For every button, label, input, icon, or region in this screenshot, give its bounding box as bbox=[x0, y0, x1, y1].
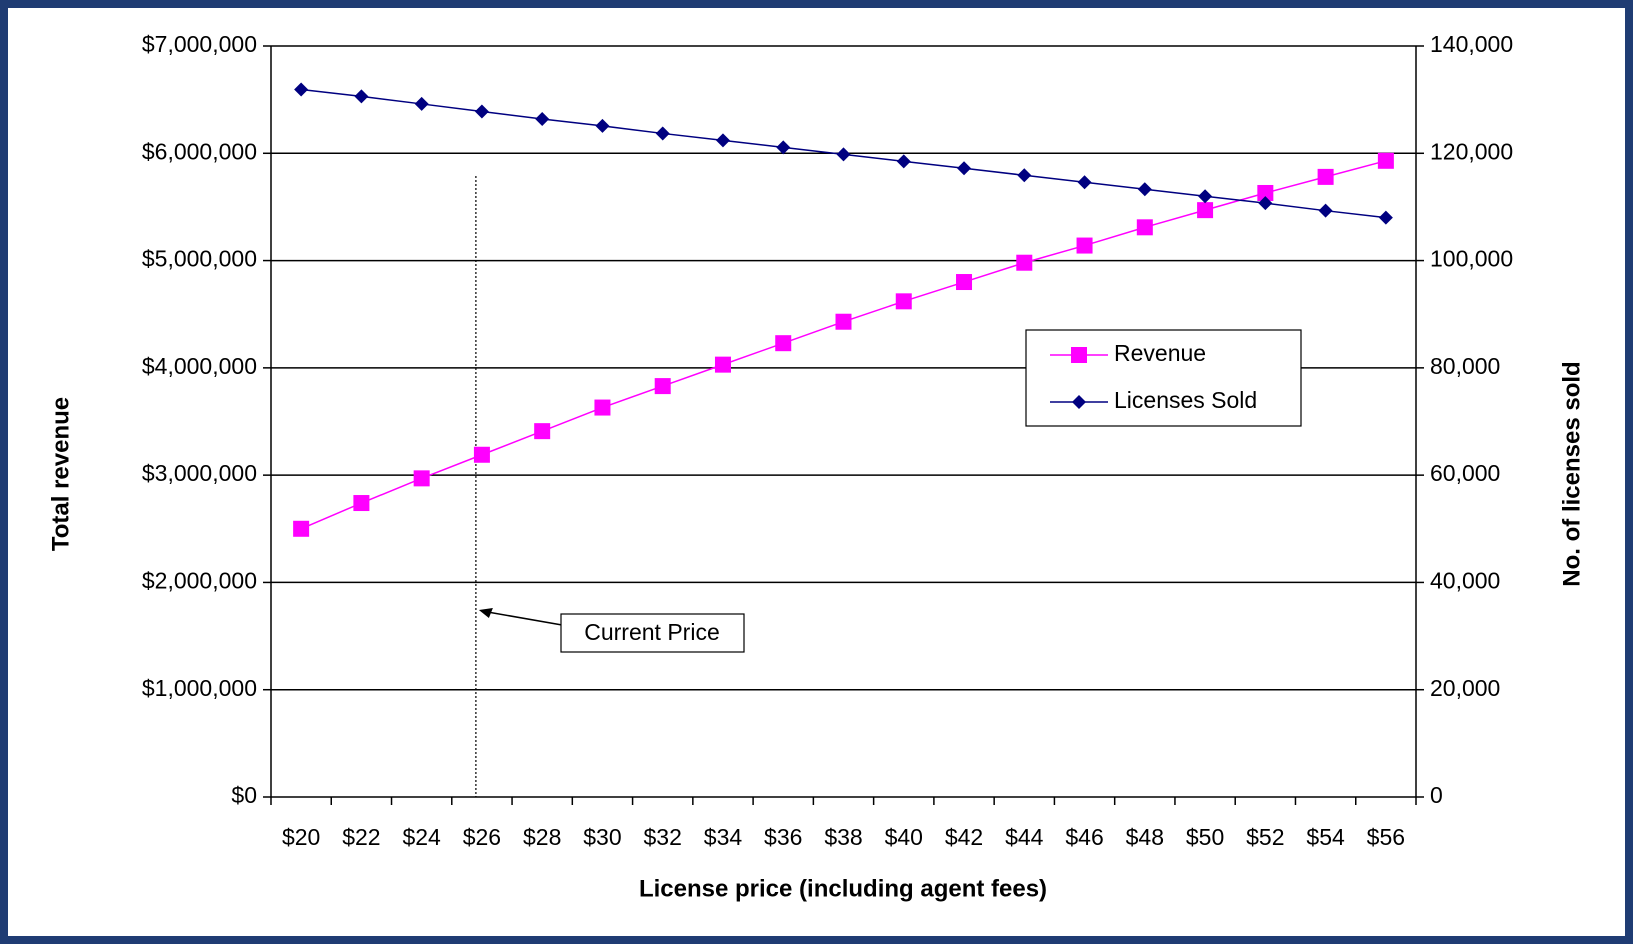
x-tick-label: $54 bbox=[1306, 824, 1345, 850]
point bbox=[294, 82, 309, 97]
annotation-arrow bbox=[481, 610, 563, 626]
point bbox=[474, 104, 489, 119]
y2-tick-label: 0 bbox=[1430, 782, 1443, 808]
y2-tick-label: 140,000 bbox=[1430, 31, 1513, 57]
point bbox=[654, 378, 671, 395]
y-tick-label: $5,000,000 bbox=[142, 246, 257, 272]
point bbox=[1197, 202, 1214, 219]
point bbox=[957, 161, 972, 176]
point bbox=[595, 118, 610, 133]
point bbox=[1136, 219, 1153, 236]
x-tick-label: $42 bbox=[945, 824, 983, 850]
x-tick-label: $44 bbox=[1005, 824, 1044, 850]
x-tick-label: $30 bbox=[583, 824, 621, 850]
y-axis-title: Total revenue bbox=[47, 397, 74, 551]
y-tick-label: $6,000,000 bbox=[142, 138, 257, 164]
y-tick-label: $3,000,000 bbox=[142, 460, 257, 486]
point bbox=[655, 126, 670, 141]
legend-label: Licenses Sold bbox=[1114, 387, 1257, 413]
point bbox=[895, 293, 912, 310]
point bbox=[413, 470, 430, 487]
y-tick-label: $7,000,000 bbox=[142, 31, 257, 57]
x-tick-label: $28 bbox=[523, 824, 561, 850]
y-tick-label: $0 bbox=[231, 782, 257, 808]
point bbox=[775, 335, 792, 352]
point bbox=[1257, 184, 1274, 201]
point bbox=[835, 313, 852, 330]
point bbox=[534, 423, 551, 440]
point bbox=[354, 89, 369, 104]
y2-tick-label: 120,000 bbox=[1430, 138, 1513, 164]
point bbox=[1072, 395, 1086, 409]
y2-tick-label: 80,000 bbox=[1430, 353, 1500, 379]
y2-tick-label: 100,000 bbox=[1430, 246, 1513, 272]
x-tick-label: $38 bbox=[824, 824, 862, 850]
legend-label: Revenue bbox=[1114, 340, 1206, 366]
x-tick-label: $26 bbox=[463, 824, 501, 850]
x-axis-title: License price (including agent fees) bbox=[639, 875, 1047, 902]
x-tick-label: $36 bbox=[764, 824, 802, 850]
x-tick-label: $20 bbox=[282, 824, 320, 850]
y2-tick-label: 20,000 bbox=[1430, 675, 1500, 701]
point bbox=[293, 520, 310, 537]
arrow-head bbox=[478, 608, 493, 618]
legend bbox=[1025, 329, 1302, 427]
chart-area bbox=[8, 8, 1625, 936]
x-tick-label: $52 bbox=[1246, 824, 1284, 850]
point bbox=[1016, 254, 1033, 271]
point bbox=[1077, 175, 1092, 190]
point bbox=[776, 140, 791, 155]
x-tick-label: $48 bbox=[1126, 824, 1164, 850]
point bbox=[353, 495, 370, 512]
point bbox=[1258, 196, 1273, 211]
x-tick-label: $32 bbox=[644, 824, 682, 850]
y2-tick-label: 40,000 bbox=[1430, 568, 1500, 594]
point bbox=[1137, 182, 1152, 197]
x-tick-label: $22 bbox=[342, 824, 380, 850]
point bbox=[1377, 152, 1394, 169]
point bbox=[896, 154, 911, 169]
y-tick-label: $2,000,000 bbox=[142, 568, 257, 594]
point bbox=[594, 399, 611, 416]
x-tick-label: $34 bbox=[704, 824, 743, 850]
y-tick-label: $4,000,000 bbox=[142, 353, 257, 379]
point bbox=[956, 274, 973, 291]
y2-axis-title: No. of licenses sold bbox=[1558, 361, 1585, 586]
point bbox=[414, 96, 429, 111]
point bbox=[1378, 210, 1393, 225]
point bbox=[715, 133, 730, 148]
point bbox=[1317, 168, 1334, 185]
x-tick-label: $46 bbox=[1065, 824, 1103, 850]
x-tick-label: $56 bbox=[1367, 824, 1405, 850]
point bbox=[535, 111, 550, 126]
annotation: Current Price bbox=[584, 619, 719, 645]
x-tick-label: $24 bbox=[402, 824, 441, 850]
point bbox=[1076, 237, 1093, 254]
point bbox=[1318, 203, 1333, 218]
point bbox=[1071, 347, 1087, 363]
point bbox=[473, 446, 490, 463]
point bbox=[836, 147, 851, 162]
y-tick-label: $1,000,000 bbox=[142, 675, 257, 701]
point bbox=[1017, 168, 1032, 183]
annotation-box bbox=[560, 613, 745, 653]
x-tick-label: $40 bbox=[885, 824, 923, 850]
y2-tick-label: 60,000 bbox=[1430, 460, 1500, 486]
x-tick-label: $50 bbox=[1186, 824, 1224, 850]
point bbox=[1198, 189, 1213, 204]
point bbox=[714, 356, 731, 373]
